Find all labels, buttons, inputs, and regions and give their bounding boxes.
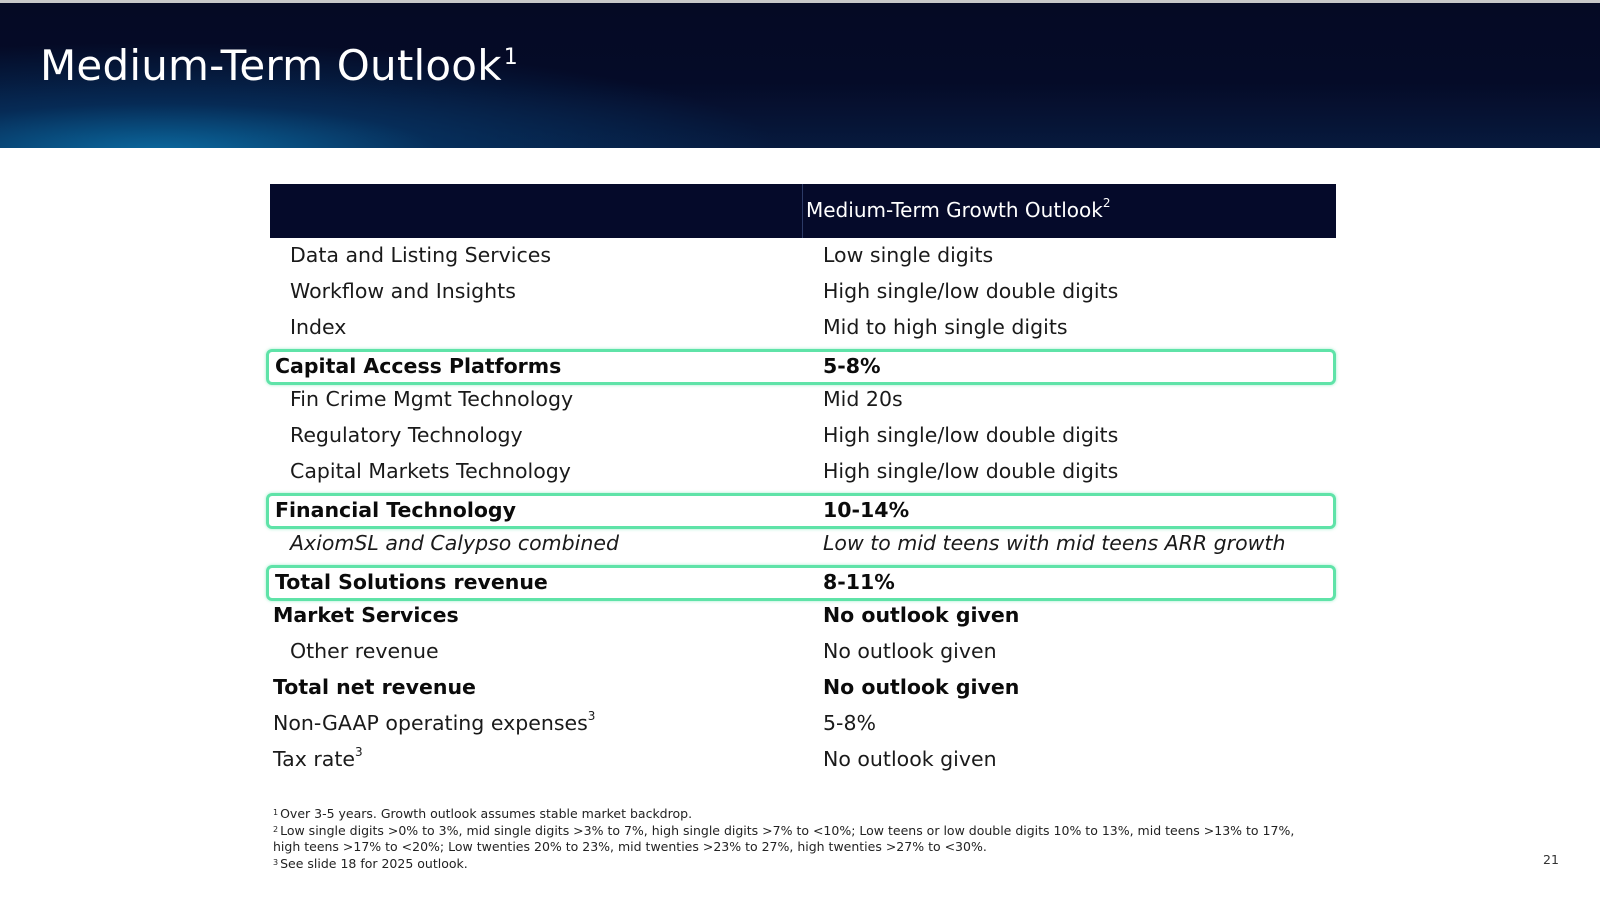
- row-value: Low single digits: [823, 243, 994, 267]
- footnote-3: 3 See slide 18 for 2025 outlook.: [273, 855, 468, 871]
- row-value: No outlook given: [823, 675, 1020, 699]
- slide-title-text: Medium-Term Outlook: [40, 41, 502, 90]
- table-row-workflow-insights: Workflow and Insights High single/low do…: [266, 274, 1336, 310]
- row-value: Mid to high single digits: [823, 315, 1068, 339]
- row-label: AxiomSL and Calypso combined: [290, 531, 619, 555]
- row-value: Mid 20s: [823, 387, 903, 411]
- row-label: Index: [290, 315, 347, 339]
- row-label: Capital Access Platforms: [275, 354, 562, 378]
- row-value: No outlook given: [823, 747, 997, 771]
- row-label: Data and Listing Services: [290, 243, 552, 267]
- row-label: Tax rate3: [273, 745, 363, 771]
- footnote-2: 2 Low single digits >0% to 3%, mid single…: [273, 822, 1295, 838]
- table-header-outlook: Medium-Term Growth Outlook2: [806, 196, 1111, 222]
- row-value: No outlook given: [823, 639, 997, 663]
- table-row-total-solutions-revenue: Total Solutions revenue 8-11%: [266, 565, 1336, 601]
- row-label: Workflow and Insights: [290, 279, 516, 303]
- slide-title-footnote-mark: 1: [503, 45, 518, 70]
- table-row-axiomsl-calypso: AxiomSL and Calypso combined Low to mid …: [266, 526, 1336, 562]
- table-row-other-revenue: Other revenue No outlook given: [266, 634, 1336, 670]
- slide-title: Medium-Term Outlook1: [40, 41, 518, 90]
- row-value: High single/low double digits: [823, 459, 1119, 483]
- top-rule: [0, 0, 1600, 3]
- table-row-total-net-revenue: Total net revenue No outlook given: [266, 670, 1336, 706]
- row-label: Total Solutions revenue: [275, 570, 548, 594]
- row-value: 8-11%: [823, 570, 895, 594]
- row-label: Capital Markets Technology: [290, 459, 571, 483]
- row-value: High single/low double digits: [823, 279, 1119, 303]
- table-row-financial-technology: Financial Technology 10-14%: [266, 493, 1336, 529]
- row-value: 5-8%: [823, 354, 881, 378]
- slide-header: Medium-Term Outlook1: [0, 3, 1600, 148]
- table-row-fin-crime: Fin Crime Mgmt Technology Mid 20s: [266, 382, 1336, 418]
- footnotes: 1 Over 3-5 years. Growth outlook assumes …: [273, 806, 1333, 872]
- row-value: 5-8%: [823, 711, 876, 735]
- table-row-capital-access-platforms: Capital Access Platforms 5-8%: [266, 349, 1336, 385]
- footnote-mark: 3: [354, 745, 363, 759]
- row-label: Total net revenue: [273, 675, 476, 699]
- row-value: High single/low double digits: [823, 423, 1119, 447]
- row-value: Low to mid teens with mid teens ARR grow…: [823, 531, 1286, 555]
- row-value: 10-14%: [823, 498, 910, 522]
- table-row-tax-rate: Tax rate3 No outlook given: [266, 742, 1336, 778]
- page-number: 21: [1543, 852, 1559, 867]
- row-value: No outlook given: [823, 603, 1020, 627]
- table-row-regulatory-technology: Regulatory Technology High single/low do…: [266, 418, 1336, 454]
- table-header-divider: [802, 184, 803, 238]
- row-label: Non-GAAP operating expenses3: [273, 709, 596, 735]
- footnote-mark: 3: [587, 709, 596, 723]
- row-label: Regulatory Technology: [290, 423, 523, 447]
- row-label: Market Services: [273, 603, 459, 627]
- row-label: Fin Crime Mgmt Technology: [290, 387, 574, 411]
- table-header: Medium-Term Growth Outlook2: [270, 184, 1336, 238]
- footnote-2-continued: high teens >17% to <20%; Low twenties 20…: [273, 839, 987, 854]
- footnote-1: 1 Over 3-5 years. Growth outlook assumes …: [273, 806, 693, 821]
- table-row-index: Index Mid to high single digits: [266, 310, 1336, 346]
- table-row-capital-markets-technology: Capital Markets Technology High single/l…: [266, 454, 1336, 490]
- table-row-market-services: Market Services No outlook given: [266, 598, 1336, 634]
- row-label: Financial Technology: [275, 498, 516, 522]
- table-row-data-listing: Data and Listing Services Low single dig…: [266, 238, 1336, 274]
- row-label: Other revenue: [290, 639, 439, 663]
- table-row-non-gaap-opex: Non-GAAP operating expenses3 5-8%: [266, 706, 1336, 742]
